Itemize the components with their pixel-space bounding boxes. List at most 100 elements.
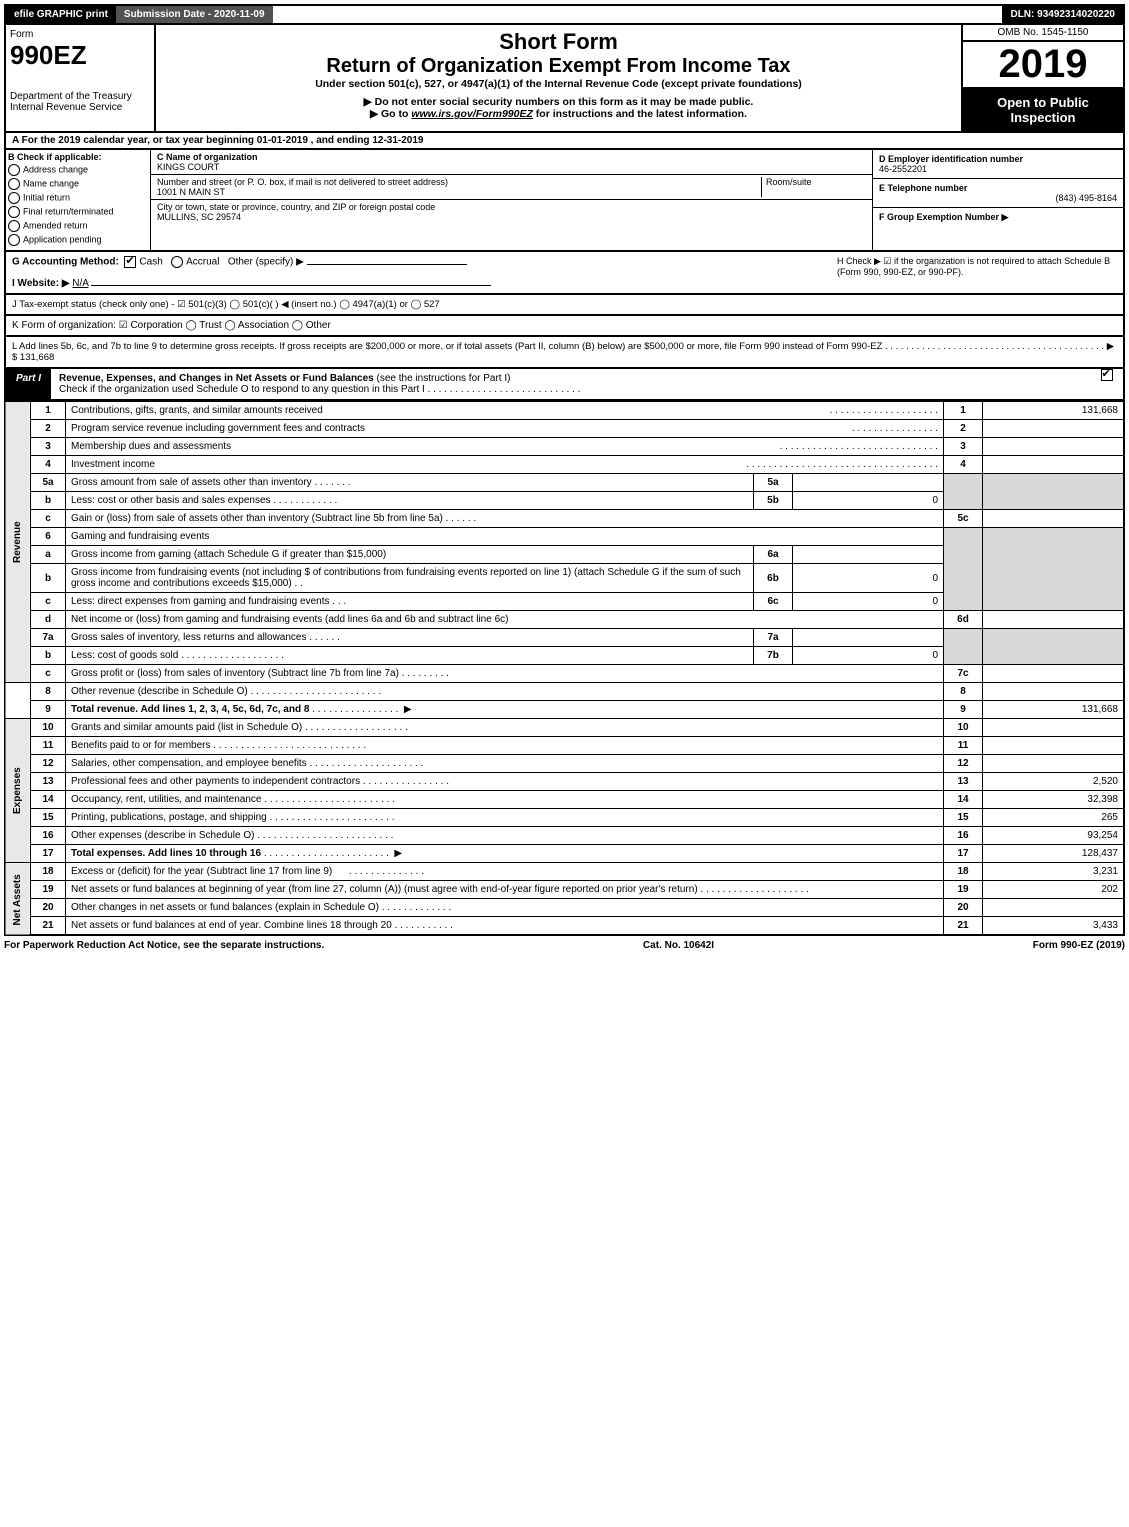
street-value: 1001 N MAIN ST <box>157 187 225 197</box>
footer-left: For Paperwork Reduction Act Notice, see … <box>4 940 324 951</box>
chk-application-pending[interactable]: Application pending <box>8 234 148 246</box>
line-18-desc: Excess or (deficit) for the year (Subtra… <box>71 866 332 877</box>
line-13-num: 13 <box>31 773 66 791</box>
chk-accrual[interactable] <box>171 256 183 268</box>
footer-form-no: Form 990-EZ (2019) <box>1033 940 1125 951</box>
line-21-num: 21 <box>31 917 66 936</box>
chk-final-return[interactable]: Final return/terminated <box>8 206 148 218</box>
line-6d-rn: 6d <box>944 611 983 629</box>
other-specify-input[interactable] <box>307 264 467 265</box>
line-11-num: 11 <box>31 737 66 755</box>
goto-pre: ▶ Go to <box>370 108 411 120</box>
tax-year-row: A For the 2019 calendar year, or tax yea… <box>4 133 1125 150</box>
e-phone-label: E Telephone number <box>879 183 1117 193</box>
line-11-desc: Benefits paid to or for members <box>71 740 211 751</box>
line-10-desc: Grants and similar amounts paid (list in… <box>71 722 302 733</box>
line-6-shade-amt <box>983 528 1125 611</box>
footer-cat-no: Cat. No. 10642I <box>324 940 1032 951</box>
entity-box: B Check if applicable: Address change Na… <box>4 150 1125 252</box>
line-4-rn: 4 <box>944 456 983 474</box>
part-1-subtitle: (see the instructions for Part I) <box>377 373 511 384</box>
h-check-text: H Check ▶ ☑ if the organization is not r… <box>837 256 1117 289</box>
line-11-rn: 11 <box>944 737 983 755</box>
line-l: L Add lines 5b, 6c, and 7b to line 9 to … <box>4 337 1125 369</box>
line-6a-desc: Gross income from gaming (attach Schedul… <box>66 546 754 564</box>
line-5a-num: 5a <box>31 474 66 492</box>
goto-link[interactable]: www.irs.gov/Form990EZ <box>411 108 533 120</box>
website-underline <box>91 285 491 286</box>
dept-treasury: Department of the Treasury <box>10 91 150 102</box>
line-2-ra <box>983 420 1125 438</box>
line-20-ra <box>983 899 1125 917</box>
line-2-num: 2 <box>31 420 66 438</box>
submission-date-button[interactable]: Submission Date - 2020-11-09 <box>116 6 273 23</box>
revenue-side-label: Revenue <box>5 402 31 683</box>
form-word: Form <box>10 29 150 40</box>
part-1-table: Revenue 1 Contributions, gifts, grants, … <box>4 401 1125 936</box>
line-17-desc: Total expenses. Add lines 10 through 16 <box>71 848 261 859</box>
city-value: MULLINS, SC 29574 <box>157 212 241 222</box>
line-5b-num: b <box>31 492 66 510</box>
line-3-ra <box>983 438 1125 456</box>
chk-cash[interactable] <box>124 256 136 268</box>
line-4-desc: Investment income <box>71 459 155 470</box>
do-not-enter: ▶ Do not enter social security numbers o… <box>160 96 957 108</box>
line-15-desc: Printing, publications, postage, and shi… <box>71 812 267 823</box>
line-15-num: 15 <box>31 809 66 827</box>
efile-button[interactable]: efile GRAPHIC print <box>6 6 116 23</box>
line-5b-in: 5b <box>754 492 793 510</box>
line-12-ra <box>983 755 1125 773</box>
line-13-rn: 13 <box>944 773 983 791</box>
line-7c-desc: Gross profit or (loss) from sales of inv… <box>71 668 399 679</box>
expenses-side-label: Expenses <box>5 719 31 863</box>
line-6c-num: c <box>31 593 66 611</box>
irs-label: Internal Revenue Service <box>10 102 150 113</box>
line-7a-in: 7a <box>754 629 793 647</box>
line-15-rn: 15 <box>944 809 983 827</box>
i-website-value: N/A <box>72 278 88 289</box>
line-20-rn: 20 <box>944 899 983 917</box>
line-6c-ia: 0 <box>793 593 944 611</box>
line-5b-desc: Less: cost or other basis and sales expe… <box>71 495 271 506</box>
c-name-label: C Name of organization <box>157 152 258 162</box>
goto-line: ▶ Go to www.irs.gov/Form990EZ for instru… <box>160 108 957 120</box>
line-3-num: 3 <box>31 438 66 456</box>
line-5b-ia: 0 <box>793 492 944 510</box>
topbar-spacer <box>273 6 1003 23</box>
line-5ab-shade-amt <box>983 474 1125 510</box>
line-6d-ra <box>983 611 1125 629</box>
f-group-label: F Group Exemption Number ▶ <box>879 212 1117 223</box>
line-18-num: 18 <box>31 863 66 881</box>
top-bar: efile GRAPHIC print Submission Date - 20… <box>4 4 1125 25</box>
line-5a-ia <box>793 474 944 492</box>
line-12-rn: 12 <box>944 755 983 773</box>
line-14-desc: Occupancy, rent, utilities, and maintena… <box>71 794 261 805</box>
part-1-title: Revenue, Expenses, and Changes in Net As… <box>59 373 374 384</box>
line-5c-ra <box>983 510 1125 528</box>
line-9-ra: 131,668 <box>983 701 1125 719</box>
chk-initial-return[interactable]: Initial return <box>8 192 148 204</box>
line-9-rn: 9 <box>944 701 983 719</box>
chk-amended-return[interactable]: Amended return <box>8 220 148 232</box>
line-10-ra <box>983 719 1125 737</box>
line-10-num: 10 <box>31 719 66 737</box>
chk-address-change[interactable]: Address change <box>8 164 148 176</box>
line-17-num: 17 <box>31 845 66 863</box>
line-5a-desc: Gross amount from sale of assets other t… <box>71 477 312 488</box>
chk-name-change[interactable]: Name change <box>8 178 148 190</box>
org-name: KINGS COURT <box>157 162 219 172</box>
line-j: J Tax-exempt status (check only one) - ☑… <box>4 295 1125 316</box>
line-21-ra: 3,433 <box>983 917 1125 936</box>
line-5c-num: c <box>31 510 66 528</box>
line-7a-num: 7a <box>31 629 66 647</box>
line-6d-num: d <box>31 611 66 629</box>
line-18-ra: 3,231 <box>983 863 1125 881</box>
line-1-rn: 1 <box>944 402 983 420</box>
line-7ab-shade <box>944 629 983 665</box>
line-6a-in: 6a <box>754 546 793 564</box>
part-1-schedule-o-check[interactable] <box>1101 369 1113 381</box>
line-18-rn: 18 <box>944 863 983 881</box>
line-4-num: 4 <box>31 456 66 474</box>
line-16-ra: 93,254 <box>983 827 1125 845</box>
line-16-num: 16 <box>31 827 66 845</box>
